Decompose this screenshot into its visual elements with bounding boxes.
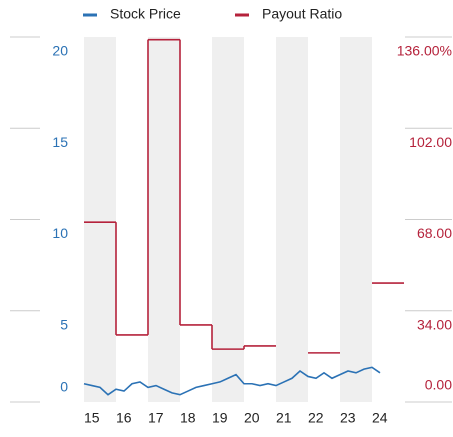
y-tick-label: 20 [52,43,68,59]
x-tick-label: 22 [308,410,324,426]
x-tick-label: 17 [148,410,164,426]
x-tick-label: 21 [276,410,292,426]
background-band [212,37,244,402]
y-tick-label: 15 [52,134,68,150]
y-tick-label: 0 [60,379,68,395]
x-tick-label: 19 [212,410,228,426]
y-tick-label: 5 [60,316,68,332]
background-band [276,37,308,402]
x-tick-label: 16 [116,410,132,426]
x-tick-label: 24 [372,410,388,426]
y2-tick-label: 0.00 [425,377,452,393]
x-tick-label: 15 [84,410,100,426]
background-band [340,37,372,402]
y2-tick-label: 102.00 [409,134,452,150]
y-tick-label: 10 [52,225,68,241]
x-tick-label: 18 [180,410,196,426]
legend-label: Payout Ratio [262,6,342,22]
background-band [84,37,116,402]
stock-price-line [83,366,381,396]
y2-tick-label: 34.00 [417,316,452,332]
x-tick-label: 20 [244,410,260,426]
y2-tick-label: 136.00% [397,43,452,59]
background-band [148,37,180,402]
y2-tick-label: 68.00 [417,225,452,241]
legend-label: Stock Price [110,6,181,22]
x-tick-label: 23 [340,410,356,426]
